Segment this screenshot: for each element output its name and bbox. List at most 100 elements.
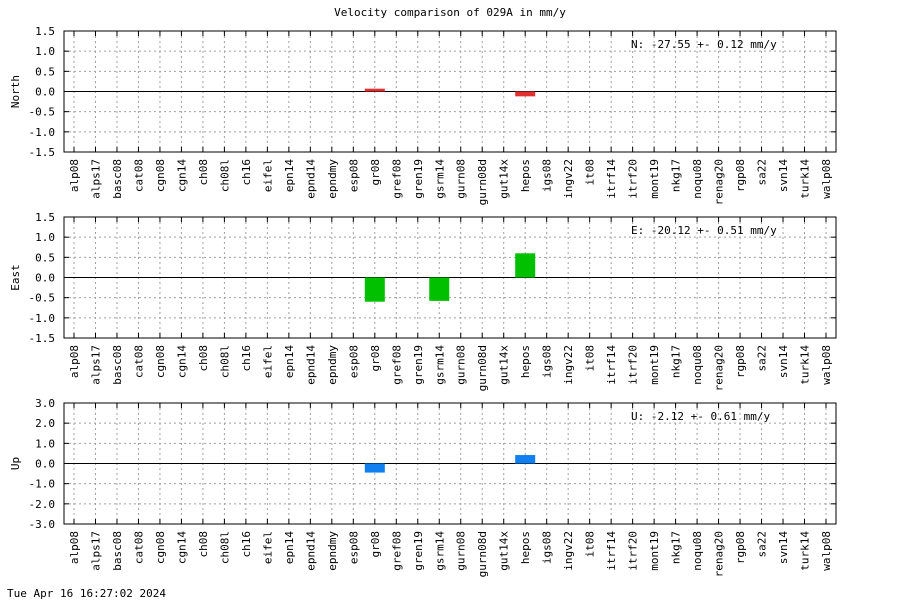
panel-east-xtick-label: sa22: [756, 345, 769, 372]
panel-up-xtick-label: ingv22: [562, 531, 575, 571]
panel-east-xtick-label: gsrm14: [433, 345, 446, 385]
panel-north-xtick-label: epndmy: [326, 159, 339, 199]
panel-north-xtick-label: gr08: [369, 159, 382, 186]
panel-east-xtick-label: turk14: [799, 345, 812, 385]
panel-up-xtick-label: turk14: [799, 531, 812, 571]
panel-up-xtick-label: itrf20: [627, 531, 640, 571]
panel-up-xtick-label: esp08: [347, 531, 360, 564]
panel-up-xtick-label: ch08: [197, 531, 210, 558]
panel-east-xtick-label: gr08: [369, 345, 382, 372]
panel-up-xtick-label: gref08: [390, 531, 403, 571]
panel-north-bar-hepos: [515, 91, 536, 97]
panel-north-xtick-label: nkg17: [670, 159, 683, 192]
panel-north-ytick-label: 1.5: [35, 25, 55, 38]
panel-up-xtick-label: rgp08: [734, 531, 747, 564]
panel-north-xtick-label: svn14: [777, 159, 790, 192]
panel-up-xtick-label: cgn08: [154, 531, 167, 564]
panel-east-xtick-label: hepos: [519, 345, 532, 378]
panel-north-xtick-label: turk14: [799, 159, 812, 199]
panel-north-xtick-label: alps17: [89, 159, 102, 199]
panel-north-xtick-label: eifel: [261, 159, 274, 192]
panel-up-xtick-label: renag20: [713, 531, 726, 577]
panel-north-ytick-label: 0.5: [35, 65, 55, 78]
panel-up-xtick-label: itrf14: [605, 531, 618, 571]
panel-east-xtick-label: alp08: [68, 345, 81, 378]
panel-north-xtick-label: walp08: [820, 159, 833, 199]
panel-up-frame: [63, 402, 837, 525]
panel-north-xtick-label: gsrm14: [433, 159, 446, 199]
panel-north-xtick-label: gurn08: [455, 159, 468, 199]
panel-up-xtick-label: ch08l: [218, 531, 231, 564]
panel-east-xtick-label: rgp08: [734, 345, 747, 378]
panel-north-annotation: N: -27.55 +- 0.12 mm/y: [631, 38, 777, 51]
panel-east-frame: [63, 216, 837, 339]
panel-east-xtick-label: cgn08: [154, 345, 167, 378]
panel-east-xtick-label: gurn08: [455, 345, 468, 385]
panel-up-xtick-label: svn14: [777, 531, 790, 564]
panel-north-ytick-label: -1.0: [29, 126, 56, 139]
panel-up-ytick-label: -1.0: [29, 478, 56, 491]
panel-east-xtick-label: gren19: [412, 345, 425, 385]
panel-east-xtick-label: epn14: [283, 345, 296, 378]
panel-north-xtick-label: gurn08d: [476, 159, 489, 205]
panel-north-xtick-label: rgp08: [734, 159, 747, 192]
panel-east-xtick-label: gurn08d: [476, 345, 489, 391]
panel-up-bar-hepos: [515, 455, 536, 464]
timestamp-footer: Tue Apr 16 16:27:02 2024: [7, 587, 166, 600]
panel-up-bar-gr08: [364, 463, 385, 473]
panel-north-xtick-label: gut14x: [498, 159, 511, 199]
panel-up-ytick-label: 3.0: [35, 397, 55, 410]
panel-up-xtick-label: basc08: [111, 531, 124, 571]
panel-east-xtick-label: renag20: [713, 345, 726, 391]
panel-up-ytick-label: -3.0: [29, 518, 56, 531]
panel-east-ytick-label: 0.5: [35, 251, 55, 264]
panel-north-xtick-label: ch16: [240, 159, 253, 186]
panel-up-xtick-label: gr08: [369, 531, 382, 558]
panel-north-xtick-label: epn14: [283, 159, 296, 192]
panel-up-xtick-label: epndmy: [326, 531, 339, 571]
panel-east-xtick-label: alps17: [89, 345, 102, 385]
panel-up-xtick-label: cgn14: [175, 531, 188, 564]
panel-east-xtick-label: ingv22: [562, 345, 575, 385]
panel-up-xtick-label: gsrm14: [433, 531, 446, 571]
panel-east-ytick-label: 1.0: [35, 231, 55, 244]
panel-up-xtick-label: sa22: [756, 531, 769, 558]
panel-north-ytick-label: 0.0: [35, 86, 55, 99]
panel-north-xtick-label: cgn14: [175, 159, 188, 192]
panel-up-xtick-label: epn14: [283, 531, 296, 564]
panel-north-bar-gr08: [364, 88, 385, 92]
panel-up-ytick-label: 2.0: [35, 417, 55, 430]
panel-north-xtick-label: renag20: [713, 159, 726, 205]
panel-up-xtick-label: eifel: [261, 531, 274, 564]
panel-east-bar-gr08: [364, 277, 385, 302]
panel-north-xtick-label: gren19: [412, 159, 425, 199]
panel-north-xtick-label: cgn08: [154, 159, 167, 192]
panel-north-xtick-label: cat08: [132, 159, 145, 192]
panel-east-xtick-label: gut14x: [498, 345, 511, 385]
panel-east-ytick-label: 0.0: [35, 272, 55, 285]
panel-up-xtick-label: alp08: [68, 531, 81, 564]
panel-north-xtick-label: noqu08: [691, 159, 704, 199]
panel-up-ytick-label: -2.0: [29, 498, 56, 511]
panel-north-ytick-label: 1.0: [35, 45, 55, 58]
panel-north-xtick-label: sa22: [756, 159, 769, 186]
panel-north-ylabel: North: [9, 75, 22, 108]
panel-up-annotation: U: -2.12 +- 0.61 mm/y: [631, 410, 770, 423]
panel-up-xtick-label: gut14x: [498, 531, 511, 571]
panel-east-ylabel: East: [9, 264, 22, 291]
panel-east-xtick-label: epndmy: [326, 345, 339, 385]
panel-north-xtick-label: epnd14: [304, 159, 317, 199]
panel-east-xtick-label: svn14: [777, 345, 790, 378]
panel-east-xtick-label: noqu08: [691, 345, 704, 385]
panel-north-xtick-label: alp08: [68, 159, 81, 192]
panel-east-ytick-label: -1.0: [29, 312, 56, 325]
panel-east-xtick-label: cat08: [132, 345, 145, 378]
panel-north-xtick-label: hepos: [519, 159, 532, 192]
panel-east-xtick-label: ch08: [197, 345, 210, 372]
panel-east-xtick-label: basc08: [111, 345, 124, 385]
panel-north-xtick-label: ch08l: [218, 159, 231, 192]
panel-east-annotation: E: -20.12 +- 0.51 mm/y: [631, 224, 777, 237]
panel-east-xtick-label: walp08: [820, 345, 833, 385]
panel-north-xtick-label: ingv22: [562, 159, 575, 199]
